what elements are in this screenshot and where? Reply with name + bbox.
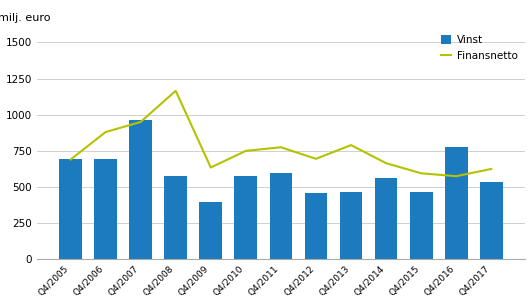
Finansnetto — [207, 166, 214, 169]
Finansnetto — [103, 130, 109, 134]
Bar — [129, 120, 152, 259]
Bar — [59, 159, 82, 259]
Line: Finansnetto: Finansnetto — [70, 91, 491, 176]
Finansnetto — [453, 174, 459, 178]
Finansnetto — [243, 149, 249, 153]
Finansnetto — [172, 89, 179, 93]
Bar — [305, 193, 327, 259]
Bar — [340, 192, 362, 259]
Finansnetto — [383, 161, 389, 165]
Finansnetto — [313, 157, 319, 161]
Bar — [445, 147, 468, 259]
Bar — [410, 192, 433, 259]
Legend: Vinst, Finansnetto: Vinst, Finansnetto — [439, 33, 519, 63]
Finansnetto — [488, 167, 495, 171]
Bar — [94, 159, 117, 259]
Bar — [234, 176, 257, 259]
Bar — [165, 176, 187, 259]
Finansnetto — [348, 143, 354, 147]
Finansnetto — [138, 120, 144, 124]
Bar — [480, 182, 503, 259]
Bar — [199, 202, 222, 259]
Text: milj. euro: milj. euro — [0, 13, 50, 23]
Bar — [375, 178, 397, 259]
Bar — [269, 172, 293, 259]
Finansnetto — [278, 146, 284, 149]
Finansnetto — [67, 158, 74, 161]
Finansnetto — [418, 172, 424, 175]
